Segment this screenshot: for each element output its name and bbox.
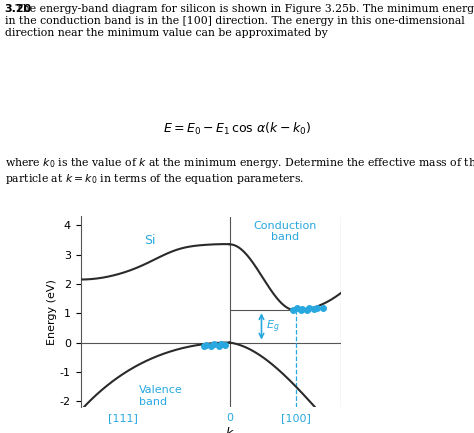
Text: where $k_0$ is the value of $k$ at the minimum energy. Determine the effective m: where $k_0$ is the value of $k$ at the m… xyxy=(5,156,474,186)
Point xyxy=(202,341,210,348)
Point xyxy=(298,305,306,312)
Point xyxy=(313,305,320,312)
Point xyxy=(208,343,215,349)
Text: Valence
band: Valence band xyxy=(139,385,183,407)
Point xyxy=(210,340,218,347)
Point xyxy=(221,341,229,348)
Text: The energy-band diagram for silicon is shown in Figure 3.25b. The minimum energy: The energy-band diagram for silicon is s… xyxy=(5,4,474,38)
Text: $E = E_0 - E_1\,\cos\,\alpha(k - k_0)$: $E = E_0 - E_1\,\cos\,\alpha(k - k_0)$ xyxy=(163,121,311,137)
Point xyxy=(319,304,327,311)
Text: [100]: [100] xyxy=(281,414,310,423)
Point xyxy=(297,307,305,313)
Y-axis label: Energy (eV): Energy (eV) xyxy=(47,279,57,345)
Text: Conduction
band: Conduction band xyxy=(253,221,317,242)
Point xyxy=(310,306,318,313)
Text: 3.20: 3.20 xyxy=(5,4,32,14)
Text: $E_g$: $E_g$ xyxy=(266,318,279,335)
Point xyxy=(293,304,301,311)
Text: 0: 0 xyxy=(226,414,233,423)
Point xyxy=(215,343,223,349)
Point xyxy=(200,343,208,350)
Point xyxy=(217,341,225,348)
Text: Si: Si xyxy=(144,234,155,247)
Point xyxy=(306,305,313,312)
Point xyxy=(290,306,297,313)
Text: $k$: $k$ xyxy=(225,426,234,433)
Text: [111]: [111] xyxy=(108,414,138,423)
Point xyxy=(303,306,311,313)
